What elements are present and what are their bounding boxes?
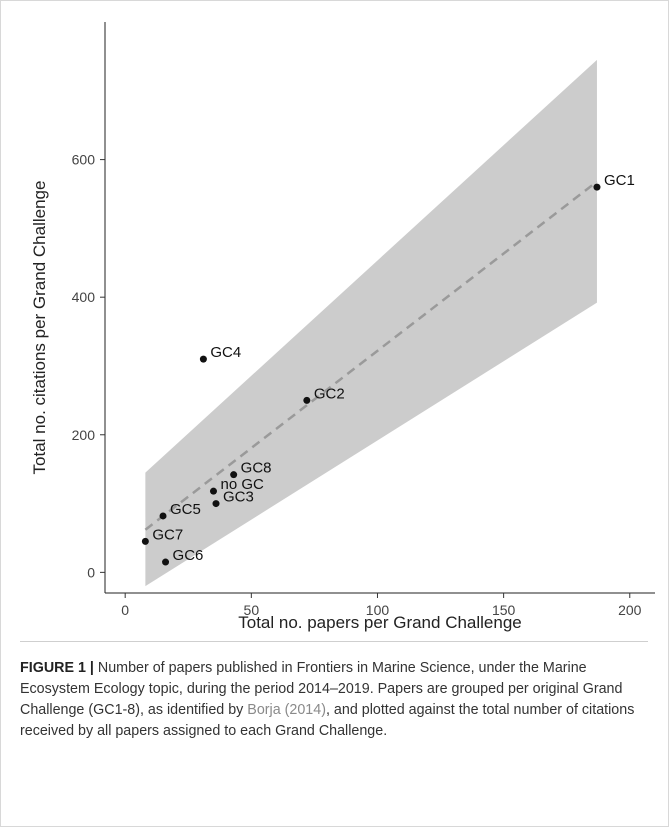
point-label: GC8 <box>241 460 272 477</box>
figure-label: FIGURE 1 | <box>20 660 94 676</box>
point-label: GC4 <box>210 344 241 361</box>
point-label: GC6 <box>173 547 204 564</box>
x-tick-label: 100 <box>366 602 390 618</box>
point-label: GC7 <box>152 526 183 543</box>
data-point <box>159 512 167 520</box>
fit-line <box>144 180 598 531</box>
data-point <box>162 558 170 566</box>
point-label: GC5 <box>170 501 201 518</box>
point-label: GC3 <box>223 489 254 506</box>
confidence-band-layer <box>145 59 597 587</box>
y-axis-title: Total no. citations per Grand Challenge <box>30 181 49 475</box>
point-label: no GC <box>220 476 264 493</box>
fit-line-layer <box>144 180 598 531</box>
x-tick-label: 200 <box>618 602 642 618</box>
y-tick-label: 0 <box>87 564 95 580</box>
caption-divider <box>20 641 648 642</box>
data-point <box>593 183 601 191</box>
confidence-band <box>145 59 597 587</box>
axes-layer: 0 50 100 150 200 0 200 400 600 <box>72 22 655 618</box>
data-point <box>199 355 207 363</box>
point-label: GC1 <box>604 172 635 189</box>
data-point <box>209 487 217 495</box>
y-tick-label: 200 <box>72 427 96 443</box>
x-tick-label: 50 <box>244 602 260 618</box>
y-tick-label: 600 <box>72 152 96 168</box>
caption-text-part1: Number of papers published in Frontiers … <box>20 660 623 718</box>
figure-caption: FIGURE 1 | Number of papers published in… <box>20 658 648 742</box>
data-point <box>230 471 238 479</box>
data-point <box>303 396 311 404</box>
data-point <box>141 537 149 545</box>
x-axis-title: Total no. papers per Grand Challenge <box>238 613 522 632</box>
data-point <box>212 500 220 508</box>
x-tick-label: 150 <box>492 602 516 618</box>
y-tick-label: 400 <box>72 289 96 305</box>
point-label: GC2 <box>314 385 345 402</box>
x-tick-label: 0 <box>121 602 129 618</box>
caption-text-part2: , and plotted against the total number o… <box>20 702 635 739</box>
reference-link[interactable]: Borja (2014) <box>247 702 326 718</box>
